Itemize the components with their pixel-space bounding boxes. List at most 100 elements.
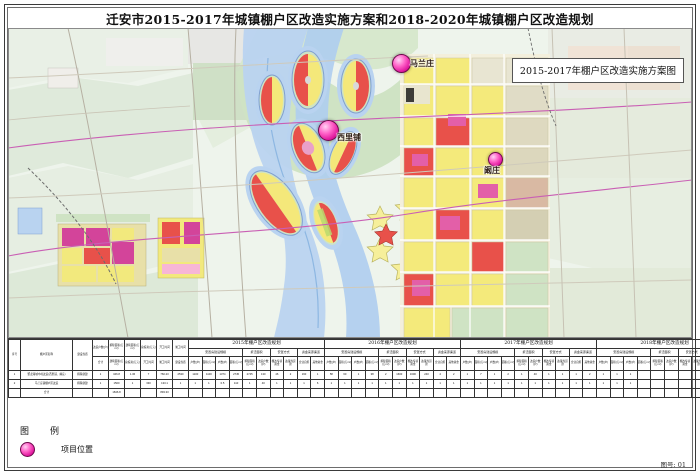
table-row[interactable]: 2 马兰庄镇棚户区改造 拆除新建 1 1500 1 330 133.1 1 1 1 0.5 110 1 40… xyxy=(8,379,700,389)
cell-value xyxy=(691,379,700,389)
sub-resettle-2018: 安置方式 xyxy=(677,348,700,357)
cell-value xyxy=(650,388,666,398)
cell-value xyxy=(255,388,271,398)
plan-table: 序号 棚户区名称 建设性质 改造户数(户) 拆除面积(万m²) 建筑面积(万m²… xyxy=(8,339,700,398)
cell-value: 1 xyxy=(487,370,502,380)
cell-value: 1 xyxy=(568,370,584,380)
cell-value: 1 xyxy=(351,370,366,380)
title-bar: 迁安市2015-2017年城镇棚户区改造实施方案和2018-2020年城镇棚户区… xyxy=(8,8,692,28)
cell-value: 1 xyxy=(541,379,557,389)
cell-value: 1 xyxy=(92,370,109,380)
cell-value: 1 xyxy=(514,370,529,380)
cell-value xyxy=(664,379,679,389)
map-area[interactable]: 2015-2017年棚户区改造实施方案图 马兰庄 西里铺 阚庄 xyxy=(8,28,692,338)
cell-value: 1 xyxy=(124,379,141,389)
th-total-finish: 竣工时间 xyxy=(156,356,173,371)
sub-col: 企业自筹 xyxy=(432,356,448,371)
cell-value: 1 xyxy=(460,370,475,380)
cell-value xyxy=(691,370,700,380)
table-row[interactable]: 1 聚龙湖城中村改造(西里铺、阚庄) 拆除新建 1 346.8 1.36 7 760.23 25… xyxy=(8,370,700,380)
th-total-area: 建筑面积(万m²) xyxy=(108,356,125,371)
sub-col: 面积(万m²) xyxy=(201,356,217,371)
cell-value: 1 xyxy=(351,379,366,389)
th-invest: 总投资(万元) xyxy=(140,339,157,357)
sub-demolish-2016: 拆迁面积 xyxy=(378,348,407,357)
cell-value: 893.33 xyxy=(156,388,173,398)
sub-col: 户数(户) xyxy=(215,356,230,371)
cell-value: 58 xyxy=(324,370,339,380)
th-households: 改造户数(户) xyxy=(92,339,109,357)
cell-value: 160 xyxy=(296,370,312,380)
cell-value xyxy=(677,379,693,389)
sub-funding-2016: 资金来源渠道 xyxy=(432,348,462,357)
cell-value xyxy=(310,388,326,398)
cell-value xyxy=(623,388,638,398)
cell-value: 1 xyxy=(364,379,380,389)
cell-type: 拆除新建 xyxy=(72,379,93,389)
cell-value xyxy=(487,388,502,398)
marker-east[interactable] xyxy=(488,152,503,167)
sub-plan-scale-2015: 安置房建设规模 xyxy=(187,348,244,357)
cell-value: 1 xyxy=(596,370,611,380)
cell-value xyxy=(140,388,157,398)
cell-value: 1 xyxy=(568,379,584,389)
cell-value: 1 xyxy=(269,379,285,389)
cell-value: 1 xyxy=(623,379,638,389)
cell-type: 拆除新建 xyxy=(72,370,93,380)
th-seq: 序号 xyxy=(8,339,21,371)
cell-value: 2530 xyxy=(172,370,189,380)
cell-value xyxy=(636,388,652,398)
cell-value: 2 xyxy=(378,370,393,380)
sub-col: 面积(万m²) xyxy=(636,356,652,371)
place-label-north: 马兰庄 xyxy=(410,58,434,68)
cell-project: 合计 xyxy=(20,388,73,398)
cell-value xyxy=(391,388,407,398)
th-project: 棚户区名称 xyxy=(20,339,73,371)
marker-west[interactable] xyxy=(318,120,339,141)
sub-plan-scale-2018: 安置房建设规模 xyxy=(596,348,652,357)
cell-value: 1 xyxy=(609,370,625,380)
sub-col: 户数(户) xyxy=(188,356,203,371)
cell-value xyxy=(419,388,434,398)
group-header-2018: 2018年棚户区改造规划 xyxy=(596,339,700,349)
cell-value xyxy=(432,388,448,398)
cell-value xyxy=(500,388,516,398)
cell-value: 1 xyxy=(473,379,489,389)
cell-value xyxy=(568,388,584,398)
cell-value: 0.5 xyxy=(215,379,230,389)
sub-col: 户数(户) xyxy=(351,356,366,371)
th-total-label: 合计 xyxy=(92,356,109,371)
cell-value: 2745 xyxy=(228,370,244,380)
cell-value: 2 xyxy=(582,370,598,380)
cell-value: 2745 xyxy=(242,370,257,380)
marker-north[interactable] xyxy=(392,54,411,73)
cell-value xyxy=(677,388,693,398)
cell-value xyxy=(228,388,244,398)
cell-value: 330 xyxy=(140,379,157,389)
cell-value: 130 xyxy=(255,370,271,380)
cell-value xyxy=(596,388,611,398)
cell-seq xyxy=(8,388,21,398)
group-header-2017: 2017年棚户区改造规划 xyxy=(460,339,598,349)
cell-value xyxy=(460,388,475,398)
cell-value xyxy=(664,370,679,380)
sub-col: 政策性贷款 xyxy=(555,356,570,371)
cell-value: 1 xyxy=(324,379,339,389)
cell-value xyxy=(664,388,679,398)
sub-resettle-2017: 安置方式 xyxy=(541,348,570,357)
table-row[interactable]: 合计 1846.8 893.33 xyxy=(8,388,700,398)
cell-value: 1 xyxy=(172,379,189,389)
sub-col: 户数(户) xyxy=(324,356,339,371)
sheet-outer-border xyxy=(4,4,696,471)
cell-value: 1600 xyxy=(405,370,421,380)
sub-col: 政策性贷款 xyxy=(691,356,700,371)
cell-value: 6 xyxy=(310,379,326,389)
cell-value xyxy=(514,388,529,398)
place-label-east: 阚庄 xyxy=(484,165,500,175)
cell-project: 聚龙湖城中村改造(西里铺、阚庄) xyxy=(20,370,73,380)
sheet-number: 图号: 01 xyxy=(660,461,686,469)
plan-table-area[interactable]: 序号 棚户区名称 建设性质 改造户数(户) 拆除面积(万m²) 建筑面积(万m²… xyxy=(8,338,700,415)
cell-value: 2 xyxy=(500,370,516,380)
cell-value xyxy=(446,388,462,398)
